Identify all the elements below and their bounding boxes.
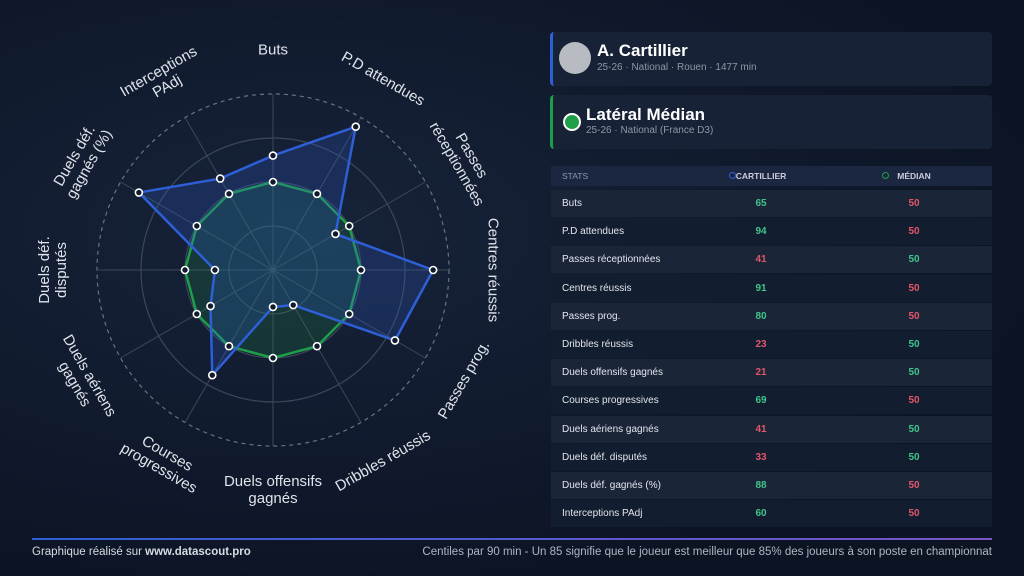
median-value: 50 <box>908 282 920 294</box>
player-value: 88 <box>755 480 767 491</box>
median-value: 50 <box>908 339 920 350</box>
data-point <box>356 265 366 275</box>
data-point <box>268 353 278 363</box>
player-value: 65 <box>755 198 767 209</box>
table-row: Interceptions PAdj 60 50 <box>551 500 992 528</box>
table-row: Duels déf. gagnés (%) 88 50 <box>551 472 992 499</box>
median-value: 50 <box>908 451 920 463</box>
player-value: 33 <box>755 451 767 463</box>
table-row: Passes prog. 80 50 <box>551 302 992 330</box>
footnote: Centiles par 90 min - Un 85 signifie que… <box>422 546 992 558</box>
stat-name: Duels offensifs gagnés <box>562 367 663 379</box>
data-point <box>351 122 361 132</box>
data-point <box>134 188 144 197</box>
table-row: Courses progressives 69 50 <box>551 387 992 415</box>
data-point <box>180 265 190 275</box>
legend-marker <box>882 172 889 179</box>
player-value: 41 <box>755 423 767 435</box>
data-point <box>224 341 234 351</box>
data-point <box>288 300 298 310</box>
credit-link: www.datascout.pro <box>145 546 251 558</box>
median-value: 50 <box>908 508 920 520</box>
data-point <box>224 189 234 199</box>
player-value: 21 <box>755 367 767 379</box>
stat-name: Duels aériens gagnés <box>562 423 659 435</box>
axis-label: Buts <box>257 41 288 59</box>
data-point <box>192 221 202 231</box>
median-name: Latéral Médian <box>586 105 706 124</box>
table-row: Dribbles réussis 23 50 <box>551 331 992 358</box>
median-value: 50 <box>908 367 920 379</box>
data-point <box>344 221 354 231</box>
legend-player: CARTILLIER <box>729 171 791 181</box>
data-point <box>312 341 322 351</box>
player-value: 91 <box>755 282 767 294</box>
stat-name: Buts <box>562 198 583 209</box>
stat-name: Duels déf. gagnés (%) <box>562 480 661 491</box>
stat-name: Passes prog. <box>562 310 621 322</box>
stats-header: STATS <box>562 171 589 181</box>
axis-label: Duels déf. disputés <box>36 236 70 304</box>
table-row: Centres réussis 91 50 <box>551 274 992 302</box>
data-point <box>192 309 202 319</box>
credit-prefix: Graphique réalisé sur <box>32 546 142 558</box>
player-value: 41 <box>755 254 767 266</box>
data-point <box>344 309 354 319</box>
data-point <box>268 151 278 160</box>
player-card: A. Cartillier 25-26 · National · Rouen ·… <box>550 32 992 86</box>
player-value: 94 <box>755 226 767 238</box>
axis-label: Centres réussis <box>484 217 502 323</box>
legend-marker <box>729 172 736 179</box>
data-point <box>331 229 340 239</box>
credit: Graphique réalisé sur www.datascout.pro <box>32 546 251 558</box>
table-row: Duels offensifs gagnés 21 50 <box>551 359 992 387</box>
player-value: 23 <box>755 339 767 350</box>
player-value: 60 <box>755 508 767 520</box>
median-dot <box>563 113 581 131</box>
data-point <box>390 336 400 345</box>
data-point <box>206 301 215 311</box>
stat-name: P.D attendues <box>562 226 625 238</box>
table-row: Duels aériens gagnés 41 50 <box>551 415 992 443</box>
data-point <box>215 174 225 183</box>
median-value: 50 <box>908 395 920 407</box>
table-header: STATS CARTILLIER MÉDIAN <box>551 166 992 186</box>
data-point <box>268 302 278 312</box>
stat-name: Courses progressives <box>562 395 659 407</box>
table-row: Passes réceptionnées 41 50 <box>551 246 992 274</box>
median-info: 25-26 · National (France D3) <box>586 125 714 136</box>
data-point <box>207 370 217 380</box>
avatar <box>559 42 591 74</box>
data-point <box>428 265 438 275</box>
stat-name: Duels déf. disputés <box>562 451 648 463</box>
footer-rule <box>32 538 992 540</box>
stat-name: Passes réceptionnées <box>562 254 661 266</box>
stat-name: Dribbles réussis <box>562 339 634 350</box>
player-value: 69 <box>755 395 767 407</box>
player-info: 25-26 · National · Rouen · 1477 min <box>597 62 757 73</box>
median-value: 50 <box>908 226 920 238</box>
stat-name: Centres réussis <box>562 282 632 294</box>
median-value: 50 <box>908 310 920 322</box>
table-row: P.D attendues 94 50 <box>551 218 992 246</box>
legend-median: MÉDIAN <box>882 171 944 181</box>
median-value: 50 <box>908 254 920 266</box>
axis-label: Duels offensifs gagnés <box>223 473 323 507</box>
median-card: Latéral Médian 25-26 · National (France … <box>550 95 992 149</box>
data-point <box>268 177 278 187</box>
table-row: Buts 65 50 <box>551 190 992 217</box>
median-value: 50 <box>908 480 920 491</box>
median-value: 50 <box>908 423 920 435</box>
player-name: A. Cartillier <box>597 41 688 60</box>
player-value: 80 <box>755 310 767 322</box>
stat-name: Interceptions PAdj <box>562 508 643 520</box>
data-point <box>210 265 220 275</box>
median-value: 50 <box>908 198 920 209</box>
table-row: Duels déf. disputés 33 50 <box>551 443 992 471</box>
data-point <box>312 189 322 199</box>
